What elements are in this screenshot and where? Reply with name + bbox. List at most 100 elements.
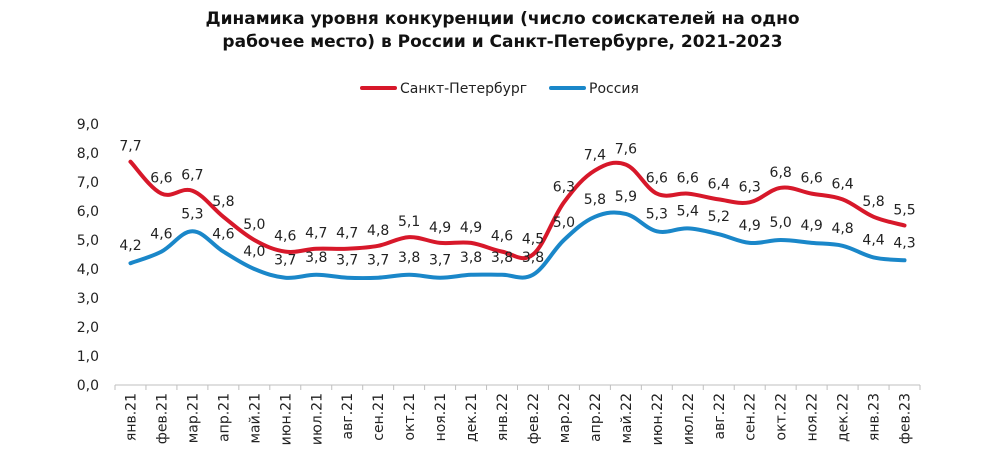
data-label-russia: 4,4: [862, 232, 884, 248]
x-tick-label: июл.22: [681, 393, 697, 445]
data-label-russia: 5,3: [181, 206, 203, 222]
y-axis-ticks: 0,0 1,0 2,0 3,0 4,0 5,0 6,0 7,0 8,0 9,0: [77, 117, 99, 394]
series-line-russia: [128, 210, 907, 281]
data-label-spb: 5,8: [212, 194, 234, 210]
data-label-russia: 3,8: [398, 250, 420, 266]
data-label-spb: 5,0: [243, 217, 265, 233]
data-label-spb: 6,8: [770, 165, 792, 181]
y-tick-label: 8,0: [77, 146, 99, 162]
legend-label-spb: Санкт-Петербург: [400, 81, 527, 97]
x-tick-label: фев.21: [154, 393, 170, 444]
data-label-spb: 5,5: [893, 203, 915, 219]
data-label-spb: 7,6: [615, 142, 637, 158]
x-tick-label: авг.22: [712, 393, 728, 439]
x-tick-label: фев.23: [898, 393, 914, 444]
data-label-spb: 6,3: [739, 179, 761, 195]
x-tick-label: мар.21: [185, 393, 201, 443]
x-tick-label: дек.22: [836, 393, 852, 442]
legend-label-russia: Россия: [589, 81, 639, 97]
data-label-spb: 4,7: [336, 226, 358, 242]
data-label-spb: 4,9: [460, 220, 482, 236]
x-tick-label: апр.21: [216, 393, 232, 442]
data-label-spb: 4,9: [429, 220, 451, 236]
data-label-spb: 6,6: [677, 171, 699, 187]
x-tick-label: июн.22: [650, 393, 666, 445]
x-tick-label: мар.22: [557, 393, 573, 443]
data-label-russia: 3,7: [429, 253, 451, 269]
data-label-russia: 4,2: [119, 238, 141, 254]
x-axis-ticks: янв.21 фев.21 мар.21 апр.21 май.21 июн.21 июл.…: [114, 385, 921, 445]
data-label-russia: 3,8: [305, 250, 327, 266]
data-label-russia: 3,8: [491, 250, 513, 266]
x-tick-label: янв.22: [495, 393, 511, 441]
data-label-spb: 4,5: [522, 232, 544, 248]
x-tick-label: окт.21: [402, 393, 418, 440]
y-tick-label: 3,0: [77, 291, 99, 307]
x-tick-label: май.21: [247, 393, 263, 444]
y-tick-label: 6,0: [77, 204, 99, 220]
x-tick-label: окт.22: [774, 393, 790, 440]
y-tick-label: 1,0: [77, 349, 99, 365]
data-label-spb: 6,7: [181, 168, 203, 184]
x-tick-label: фев.22: [526, 393, 542, 444]
data-labels: 7,7 6,6 6,7 5,8 5,0 4,6 4,7 4,7 4,8 5,1 4,9 4,9 4,6 4…: [119, 139, 915, 269]
data-label-spb: 6,6: [646, 171, 668, 187]
x-tick-label: авг.21: [340, 393, 356, 439]
data-label-spb: 6,3: [553, 179, 575, 195]
y-tick-label: 9,0: [77, 117, 99, 133]
data-label-russia: 4,6: [150, 227, 172, 243]
data-label-russia: 5,4: [677, 203, 699, 219]
x-tick-label: июл.21: [309, 393, 325, 445]
y-tick-label: 4,0: [77, 262, 99, 278]
data-label-russia: 5,0: [770, 215, 792, 231]
chart-title-line-1: Динамика уровня конкуренции (число соиск…: [205, 9, 800, 29]
data-label-spb: 5,1: [398, 214, 420, 230]
x-tick-label: апр.22: [588, 393, 604, 442]
y-tick-label: 0,0: [77, 378, 99, 394]
data-label-spb: 7,4: [584, 147, 606, 163]
x-tick-label: янв.21: [123, 393, 139, 441]
data-label-russia: 3,7: [336, 253, 358, 269]
y-tick-label: 7,0: [77, 175, 99, 191]
y-tick-label: 5,0: [77, 233, 99, 249]
x-tick-label: дек.21: [464, 393, 480, 442]
data-label-spb: 5,8: [862, 194, 884, 210]
data-label-russia: 5,0: [553, 215, 575, 231]
x-tick-label: май.22: [619, 393, 635, 444]
data-label-russia: 5,2: [708, 209, 730, 225]
x-tick-label: июн.21: [278, 393, 294, 445]
chart-title: Динамика уровня конкуренции (число соиск…: [0, 8, 1005, 54]
data-label-russia: 5,9: [615, 189, 637, 205]
series-lines: [128, 159, 907, 281]
data-label-russia: 4,6: [212, 227, 234, 243]
x-tick-label: сен.22: [743, 393, 759, 441]
data-label-spb: 6,4: [831, 176, 853, 192]
data-label-spb: 6,6: [801, 171, 823, 187]
data-label-russia: 3,8: [460, 250, 482, 266]
data-label-spb: 4,6: [491, 229, 513, 245]
data-label-spb: 6,4: [708, 176, 730, 192]
data-label-russia: 4,8: [831, 221, 853, 237]
data-label-russia: 3,7: [274, 253, 296, 269]
data-label-spb: 4,8: [367, 223, 389, 239]
x-tick-label: янв.23: [867, 393, 883, 441]
data-label-spb: 4,6: [274, 229, 296, 245]
data-label-russia: 4,3: [893, 235, 915, 251]
y-tick-label: 2,0: [77, 320, 99, 336]
data-label-russia: 5,8: [584, 192, 606, 208]
data-label-russia: 3,7: [367, 253, 389, 269]
x-tick-label: ноя.21: [433, 393, 449, 441]
legend: Санкт-Петербург Россия: [360, 81, 639, 97]
data-label-russia: 4,9: [801, 218, 823, 234]
data-label-spb: 7,7: [119, 139, 141, 155]
data-label-russia: 5,3: [646, 206, 668, 222]
data-label-spb: 6,6: [150, 171, 172, 187]
x-tick-label: сен.21: [371, 393, 387, 441]
chart-title-line-2: рабочее место) в России и Санкт-Петербур…: [222, 32, 783, 52]
data-label-russia: 3,8: [522, 250, 544, 266]
data-label-spb: 4,7: [305, 226, 327, 242]
x-tick-label: ноя.22: [805, 393, 821, 441]
data-label-russia: 4,0: [243, 244, 265, 260]
data-label-russia: 4,9: [739, 218, 761, 234]
